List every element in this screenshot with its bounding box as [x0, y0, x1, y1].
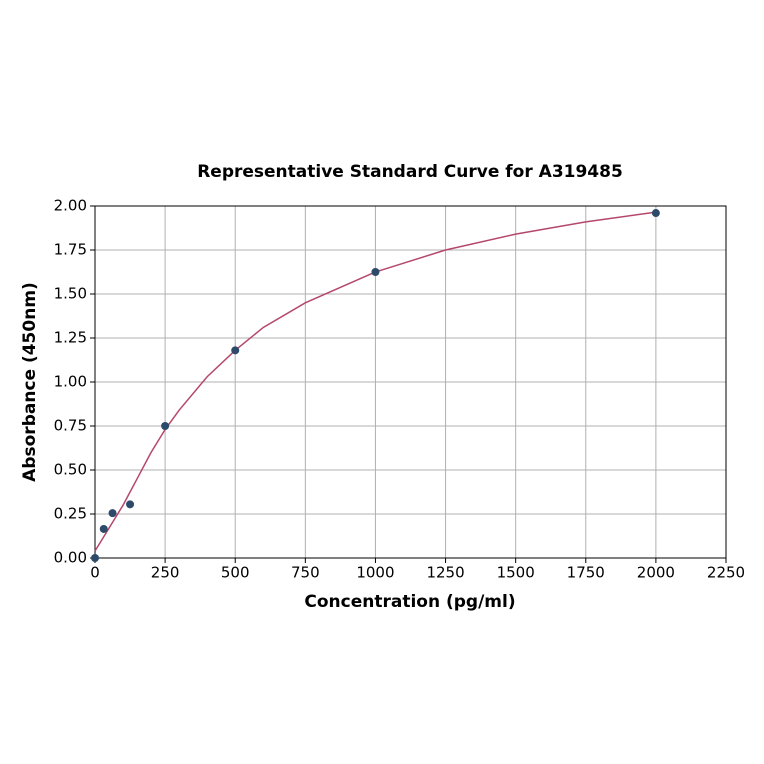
y-tick-label: 2.00	[54, 197, 87, 215]
x-tick-label: 1500	[497, 564, 535, 582]
x-tick-label: 0	[90, 564, 100, 582]
fit-curve	[94, 211, 656, 552]
x-tick-label: 250	[151, 564, 180, 582]
data-point	[371, 268, 380, 276]
data-point	[161, 422, 170, 430]
x-tick-label: 1750	[567, 564, 605, 582]
y-tick-label: 0.75	[54, 417, 87, 435]
y-tick-label: 1.00	[54, 373, 87, 391]
y-tick-label: 1.25	[54, 329, 87, 347]
y-axis-label: Absorbance (450nm)	[20, 282, 40, 482]
data-point	[99, 524, 108, 533]
y-tick-label: 1.50	[54, 285, 87, 303]
data-point	[651, 209, 660, 218]
chart-title: Representative Standard Curve for A31948…	[197, 162, 623, 182]
y-tick-label: 1.75	[54, 241, 87, 259]
x-tick-label: 750	[291, 564, 320, 582]
data-point	[91, 554, 99, 562]
data-point	[126, 500, 135, 509]
y-tick-label: 0.50	[54, 461, 87, 479]
plot-frame	[94, 205, 727, 559]
x-tick-label: 500	[221, 564, 250, 582]
y-tick-label: 0.25	[54, 505, 87, 523]
x-tick-label: 2250	[707, 564, 745, 582]
x-axis-label: Concentration (pg/ml)	[304, 592, 515, 612]
x-tick-label: 1000	[356, 564, 394, 582]
y-tick-label: 0.00	[54, 549, 87, 567]
data-point	[231, 346, 240, 355]
x-tick-label: 1250	[426, 564, 464, 582]
data-point	[108, 509, 117, 518]
x-tick-label: 2000	[637, 564, 675, 582]
